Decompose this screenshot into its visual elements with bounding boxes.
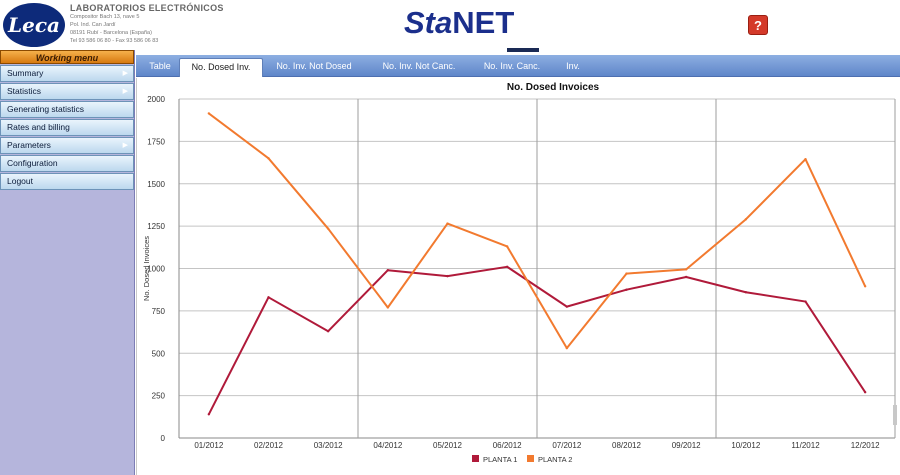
y-axis-label: No. Dosed Invoices: [142, 236, 151, 301]
data-point: [207, 413, 211, 416]
tab-table[interactable]: Table: [149, 61, 171, 71]
data-point: [863, 285, 867, 288]
company-phone-line: Tel 93 586 06 80 - Fax 93 586 06 83: [70, 38, 159, 44]
x-tick-label: 05/2012: [433, 441, 462, 450]
sidebar-item-label: Parameters: [7, 140, 51, 150]
chart-title: No. Dosed Invoices: [507, 82, 600, 93]
line-chart: 0 250 500 750 1000 1250 1500 1750 2000 01/2012 02/…: [142, 82, 896, 464]
company-address-line: 08191 Rubí - Barcelona (España): [70, 30, 152, 36]
tab-no-inv-canc[interactable]: No. Inv. Canc.: [483, 61, 541, 71]
data-point: [804, 300, 807, 303]
x-tick-label: 10/2012: [731, 441, 760, 450]
data-point: [326, 330, 330, 333]
sidebar-item-configuration[interactable]: Configuration: [0, 155, 134, 172]
sidebar-item-label: Generating statistics: [7, 104, 85, 114]
x-tick-label: 08/2012: [612, 441, 641, 450]
tab-no-dosed-inv[interactable]: No. Dosed Inv.: [179, 58, 263, 77]
sidebar-item-summary[interactable]: Summary ▶: [0, 65, 134, 82]
data-point: [446, 222, 449, 225]
chevron-right-icon: ▶: [122, 88, 128, 95]
sidebar-item-label: Logout: [7, 176, 33, 186]
data-point: [565, 346, 569, 350]
sidebar-item-label: Summary: [7, 68, 44, 78]
tab-bar: Table No. Dosed Inv. No. Inv. Not Dosed …: [136, 55, 900, 77]
y-tick-label: 250: [152, 392, 166, 401]
data-point: [863, 391, 867, 394]
chevron-right-icon: ▶: [122, 142, 128, 149]
y-tick-label: 1500: [147, 180, 165, 189]
chart-panel: 0 250 500 750 1000 1250 1500 1750 2000 01/2012 02/…: [136, 78, 900, 475]
chevron-right-icon: ▶: [122, 70, 128, 77]
legend-label: PLANTA 2: [538, 455, 572, 464]
sidebar-item-label: Rates and billing: [7, 122, 70, 132]
header-divider-marker: [507, 48, 539, 52]
data-point: [207, 112, 211, 115]
data-point: [625, 272, 628, 275]
data-point: [625, 288, 628, 291]
data-point: [505, 265, 509, 269]
data-point: [267, 296, 270, 299]
data-point: [386, 268, 390, 272]
app-title-suffix: NET: [452, 5, 515, 40]
company-info: LABORATORIOS ELECTRÓNICOS Compositor Bac…: [70, 3, 270, 45]
x-tick-label: 06/2012: [493, 441, 522, 450]
data-point: [744, 218, 748, 221]
legend-label: PLANTA 1: [483, 455, 517, 464]
tab-no-inv-not-canc[interactable]: No. Inv. Not Canc.: [382, 61, 456, 71]
header: Leca LABORATORIOS ELECTRÓNICOS Composito…: [0, 0, 900, 52]
sidebar-item-label: Statistics: [7, 86, 42, 96]
tab-no-inv-not-dosed[interactable]: No. Inv. Not Dosed: [276, 61, 352, 71]
y-tick-label: 750: [152, 307, 166, 316]
y-tick-label: 500: [152, 349, 166, 358]
x-tick-label: 03/2012: [314, 441, 343, 450]
x-tick-label: 02/2012: [254, 441, 283, 450]
data-point: [684, 268, 688, 271]
series-line-planta-1: [207, 265, 867, 415]
sidebar: Working menu Summary ▶ Statistics ▶ Genera…: [0, 50, 135, 475]
x-tick-label: 01/2012: [194, 441, 223, 450]
data-point: [505, 245, 509, 248]
app-title-prefix: Sta: [404, 5, 453, 40]
data-point: [326, 227, 330, 230]
company-logo: Leca: [3, 3, 65, 47]
x-tick-label: 11/2012: [791, 441, 820, 450]
app-title: StaNET: [404, 5, 514, 41]
x-tick-label: 12/2012: [851, 441, 880, 450]
company-name: LABORATORIOS ELECTRÓNICOS: [70, 3, 224, 13]
data-point: [446, 274, 449, 278]
y-tick-label: 0: [161, 434, 166, 443]
help-button[interactable]: ?: [748, 15, 768, 35]
sidebar-item-logout[interactable]: Logout: [0, 173, 134, 190]
sidebar-item-label: Configuration: [7, 158, 58, 168]
data-point: [804, 157, 807, 161]
company-address-line: Compositor Bach 13, nave 5: [70, 14, 140, 20]
tab-inv[interactable]: Inv.: [566, 61, 580, 71]
x-tick-label: 09/2012: [672, 441, 701, 450]
x-tick-label: 04/2012: [373, 441, 402, 450]
help-icon: ?: [754, 17, 762, 33]
x-tick-label: 07/2012: [552, 441, 581, 450]
sidebar-item-parameters[interactable]: Parameters ▶: [0, 137, 134, 154]
company-address-line: Pol. Ind. Can Jardí: [70, 22, 116, 28]
legend-swatch: [472, 455, 479, 462]
sidebar-item-generating-statistics[interactable]: Generating statistics: [0, 101, 134, 118]
logo-text: Leca: [8, 13, 60, 37]
sidebar-item-rates-and-billing[interactable]: Rates and billing: [0, 119, 134, 136]
y-tick-label: 1000: [147, 265, 165, 274]
y-tick-label: 2000: [147, 95, 165, 104]
sidebar-item-statistics[interactable]: Statistics ▶: [0, 83, 134, 100]
series-line-planta-2: [208, 112, 867, 350]
y-tick-label: 1250: [147, 222, 165, 231]
data-point: [744, 291, 748, 294]
data-point: [267, 157, 270, 160]
data-point: [386, 306, 390, 309]
data-point: [684, 275, 688, 279]
y-tick-label: 1750: [147, 137, 165, 146]
data-point: [565, 305, 569, 308]
legend-swatch: [527, 455, 534, 462]
working-menu-title: Working menu: [0, 50, 134, 64]
scrollbar-thumb[interactable]: [893, 405, 897, 425]
